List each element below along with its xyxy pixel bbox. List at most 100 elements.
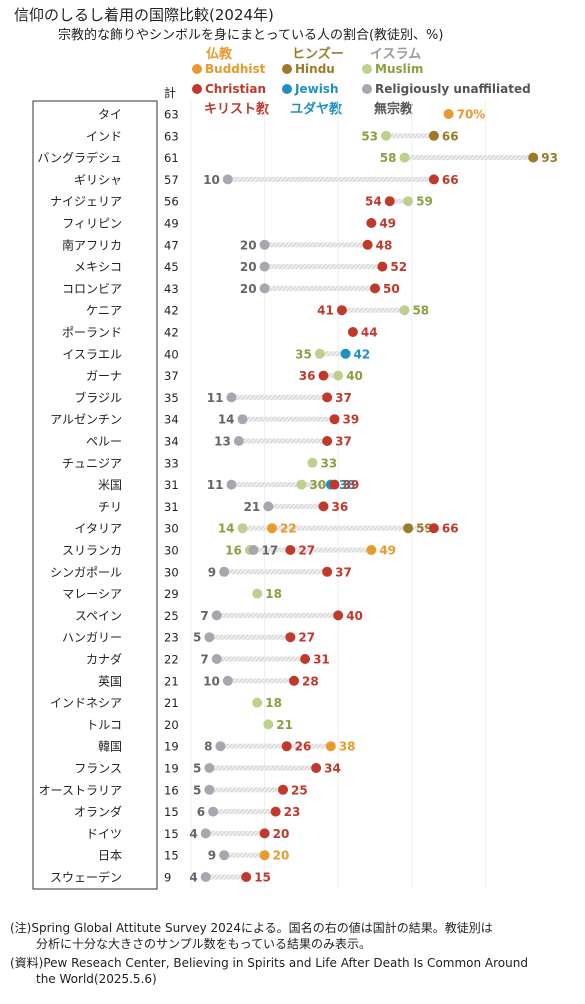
dot-muslim — [381, 130, 392, 141]
dot-muslim — [403, 196, 414, 207]
dot-muslim — [333, 370, 344, 381]
label-muslim: 40 — [346, 369, 363, 383]
country-label-box — [32, 100, 158, 890]
range-bar — [268, 503, 324, 509]
label-buddhist: 38 — [339, 740, 356, 754]
dot-jewish — [340, 348, 351, 359]
label-christian: 26 — [295, 740, 312, 754]
range-bar — [249, 547, 372, 553]
legend-jp-unaffiliated: 無宗教 — [374, 102, 414, 117]
dot-christian — [281, 741, 292, 752]
label-muslim: 58 — [380, 151, 397, 165]
country-name: ドイツ — [86, 827, 122, 841]
label-hindu: 93 — [541, 151, 558, 165]
range-bar — [205, 874, 247, 880]
country-total: 49 — [164, 217, 179, 231]
country-name: ナイジェリア — [50, 195, 122, 209]
label-unaffiliated: 10 — [203, 674, 220, 688]
label-christian: 40 — [346, 609, 363, 623]
dot-unaffiliated — [237, 414, 248, 425]
country-name: 南アフリカ — [62, 237, 122, 252]
country-name: インドネシア — [50, 696, 122, 710]
label-christian: 39 — [343, 478, 360, 492]
range-bar — [227, 678, 295, 684]
label-unaffiliated: 20 — [240, 238, 257, 252]
country-name: 日本 — [98, 849, 122, 863]
dot-unaffiliated — [222, 174, 233, 185]
label-hindu: 59 — [416, 522, 433, 536]
label-unaffiliated: 5 — [193, 631, 201, 645]
legend-dot-christian — [192, 84, 202, 94]
label-unaffiliated: 13 — [214, 435, 231, 449]
total-header: 計 — [164, 86, 177, 100]
dot-unaffiliated — [222, 675, 233, 686]
dot-unaffiliated — [208, 806, 219, 817]
label-christian: 27 — [298, 631, 315, 645]
label-christian: 36 — [299, 369, 316, 383]
country-name: コロンビア — [62, 282, 122, 296]
dot-christian — [289, 675, 300, 686]
country-name: メキシコ — [74, 260, 122, 274]
range-bar — [404, 155, 534, 161]
legend-jewish: Jewish — [282, 82, 339, 96]
country-total: 15 — [164, 849, 179, 863]
dot-buddhist — [259, 850, 270, 861]
label-christian: 34 — [324, 762, 341, 776]
dot-hindu — [528, 152, 539, 163]
dot-christian — [241, 872, 252, 882]
dot-unaffiliated — [259, 283, 270, 294]
label-unaffiliated: 4 — [189, 827, 197, 841]
dot-unaffiliated — [211, 610, 222, 621]
dot-christian — [370, 283, 380, 294]
range-bar — [242, 416, 335, 422]
dot-christian — [329, 479, 340, 490]
dot-christian — [311, 763, 322, 773]
legend-dot-hindu — [282, 64, 292, 74]
label-muslim: 59 — [416, 195, 433, 209]
country-name: マレーシア — [62, 587, 122, 601]
range-bar — [389, 198, 409, 204]
label-unaffiliated: 20 — [240, 260, 257, 274]
dot-christian — [329, 414, 340, 425]
country-name: スペイン — [75, 609, 122, 623]
dot-unaffiliated — [219, 850, 230, 861]
dot-unaffiliated — [204, 784, 215, 795]
label-jewish: 38 — [339, 478, 356, 492]
label-buddhist: 22 — [280, 522, 297, 536]
dot-christian — [278, 784, 288, 795]
label-christian: 37 — [335, 565, 352, 579]
country-total: 63 — [164, 129, 179, 143]
label-christian: 48 — [376, 238, 393, 252]
label-christian: 49 — [379, 217, 396, 231]
legend-jp-jewish: ユダヤ教 — [290, 102, 343, 117]
dot-unaffiliated — [263, 501, 274, 512]
dot-muslim — [237, 523, 248, 534]
country-total: 45 — [164, 260, 179, 274]
dot-christian — [333, 610, 344, 621]
country-name: ペルー — [86, 435, 122, 449]
dot-buddhist — [366, 545, 377, 555]
note-1-line-2: 分析に十分な大きさのサンプル数をもっている結果のみ表示。 — [36, 937, 372, 951]
range-bar — [224, 569, 328, 575]
country-name: 英国 — [98, 674, 122, 688]
label-unaffiliated: 10 — [203, 173, 220, 187]
country-name: フランス — [74, 762, 122, 776]
chart-title: 信仰のしるし着用の国際比較(2024年) — [14, 6, 274, 24]
range-bar — [238, 438, 328, 444]
dot-christian — [322, 436, 333, 446]
country-name: ハンガリー — [62, 631, 122, 645]
country-name: トルコ — [86, 718, 122, 732]
country-name: ガーナ — [86, 369, 122, 383]
dot-unaffiliated — [211, 654, 222, 664]
label-muslim: 18 — [265, 587, 282, 601]
label-unaffiliated: 6 — [197, 805, 205, 819]
label-christian: 28 — [302, 674, 319, 688]
country-total: 19 — [164, 762, 179, 776]
country-name: ポーランド — [62, 326, 122, 340]
country-total: 21 — [164, 696, 179, 710]
country-total: 31 — [164, 478, 179, 492]
dot-christian — [366, 218, 377, 228]
dot-christian — [270, 806, 281, 817]
label-christian: 44 — [361, 326, 378, 340]
range-bar — [209, 634, 291, 640]
